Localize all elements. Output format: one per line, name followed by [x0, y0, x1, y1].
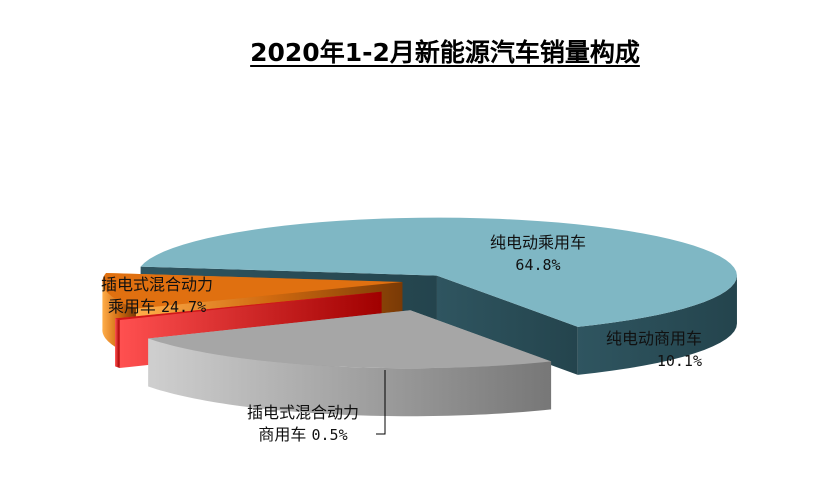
slice-side [148, 338, 552, 417]
slice-name: 纯电动商用车 [605, 329, 702, 348]
slice-name-line1: 插电式混合动力 [100, 275, 213, 294]
slice-value: 24.7% [160, 298, 207, 316]
slice-side [115, 318, 120, 368]
slice-name-line2: 乘用车 [107, 297, 156, 316]
slice-value: 64.8% [515, 256, 561, 274]
slice-label-phev-passenger: 插电式混合动力 乘用车 24.7% [72, 274, 242, 318]
slice-label-bev-commercial: 纯电动商用车 10.1% [568, 328, 702, 372]
slice-value: 0.5% [311, 426, 348, 444]
leader-line [376, 370, 386, 435]
slice-name-line2: 商用车 [258, 425, 307, 444]
slice-name: 纯电动乘用车 [489, 233, 586, 252]
slice-label-phev-commercial: 插电式混合动力 商用车 0.5% [228, 402, 378, 446]
slice-label-bev-passenger: 纯电动乘用车 64.8% [478, 232, 598, 276]
slice-top [140, 217, 737, 327]
slice-cut-face [436, 275, 578, 375]
chart-title: 2020年1-2月新能源汽车销量构成 [250, 38, 640, 67]
slice-name-line1: 插电式混合动力 [246, 403, 359, 422]
slice-value: 10.1% [656, 352, 702, 370]
slice-phev-passenger [148, 310, 552, 417]
slice-top [102, 272, 403, 309]
slice-top [115, 291, 382, 320]
slice-top [148, 310, 552, 369]
slice-side [577, 275, 737, 375]
